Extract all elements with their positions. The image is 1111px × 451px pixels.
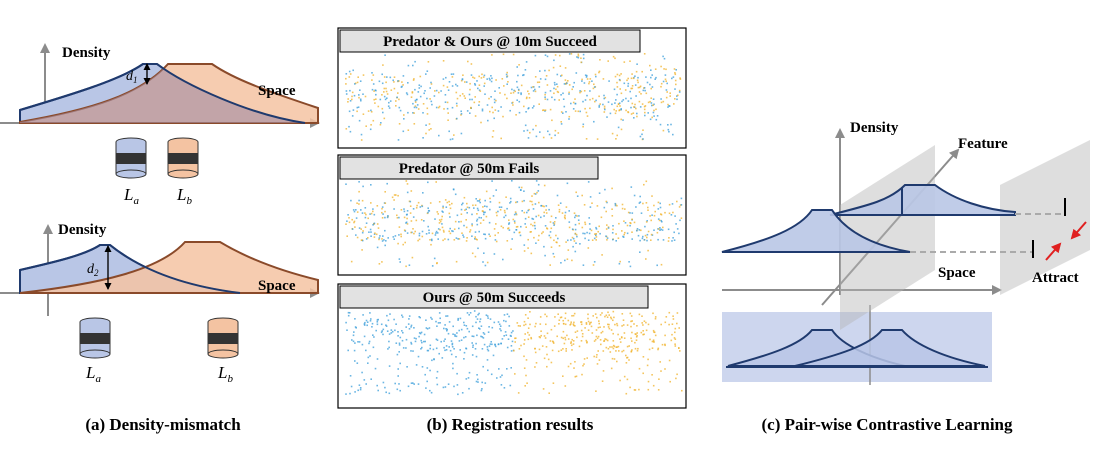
lidar-b-icon xyxy=(167,137,199,179)
feature-axis xyxy=(821,148,960,306)
y-label: Density xyxy=(62,45,111,61)
density-curve-b xyxy=(19,241,319,294)
result-title: Ours @ 50m Succeeds xyxy=(423,290,566,306)
attract-arrow xyxy=(1045,242,1062,261)
registration-result-1: Predator & Ours @ 10m Succeed xyxy=(337,27,687,149)
lidar-a-icon xyxy=(115,137,147,179)
lidar-b-label: Lb xyxy=(176,185,192,207)
distribution-a xyxy=(721,209,911,253)
result-title: Predator @ 50m Fails xyxy=(399,161,540,177)
point-cloud-image xyxy=(345,310,683,396)
caption-c: (c) Pair-wise Contrastive Learning xyxy=(761,415,1013,434)
x-label: Space xyxy=(258,83,296,99)
y-label: Density xyxy=(58,222,107,238)
panel-a: Density Space d1 La Lb xyxy=(0,43,320,434)
x-label: Space xyxy=(258,278,296,294)
feature-plane-2 xyxy=(1000,140,1090,295)
caption-a: (a) Density-mismatch xyxy=(85,415,241,434)
point-cloud-image xyxy=(345,180,683,268)
lidar-a-label: La xyxy=(85,363,101,385)
gap-label: d1 xyxy=(126,69,138,85)
feature-label: Feature xyxy=(958,136,1008,152)
result-title: Predator & Ours @ 10m Succeed xyxy=(383,34,597,50)
lidar-a-label: La xyxy=(123,185,139,207)
panel-b: Predator & Ours @ 10m Succeed Predator @… xyxy=(337,27,687,434)
density-label: Density xyxy=(850,120,899,136)
lidar-b-icon xyxy=(207,317,239,359)
distribution-b xyxy=(829,184,1016,216)
caption-b: (b) Registration results xyxy=(427,415,594,434)
density-plot-top: Density Space d1 xyxy=(0,43,320,128)
registration-result-2: Predator @ 50m Fails xyxy=(337,154,687,276)
panel-c: Density Feature Space Attract (c) Pair-w… xyxy=(721,120,1090,434)
density-overlap xyxy=(20,64,305,123)
space-label: Space xyxy=(938,265,976,281)
attract-label: Attract xyxy=(1032,270,1079,286)
lidar-a-icon xyxy=(79,317,111,359)
attract-arrow xyxy=(1070,221,1087,240)
projected-curve-b xyxy=(794,329,986,367)
point-cloud-image xyxy=(345,53,682,141)
density-plot-bottom: Density Space d2 xyxy=(0,222,320,316)
registration-result-3: Ours @ 50m Succeeds xyxy=(337,283,687,409)
gap-label: d2 xyxy=(87,262,99,278)
lidar-b-label: Lb xyxy=(217,363,233,385)
